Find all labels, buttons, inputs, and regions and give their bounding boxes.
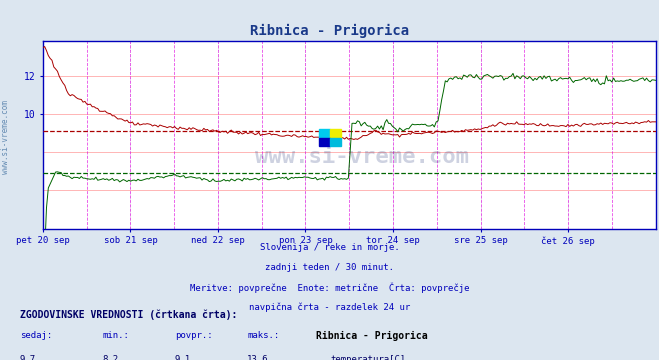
- Text: Slovenija / reke in morje.: Slovenija / reke in morje.: [260, 243, 399, 252]
- Bar: [330, 138, 341, 147]
- Text: 13,6: 13,6: [247, 355, 269, 360]
- Text: navpična črta - razdelek 24 ur: navpična črta - razdelek 24 ur: [249, 302, 410, 312]
- Text: povpr.:: povpr.:: [175, 331, 212, 340]
- Text: sedaj:: sedaj:: [20, 331, 52, 340]
- Text: Meritve: povprečne  Enote: metrične  Črta: povprečje: Meritve: povprečne Enote: metrične Črta:…: [190, 283, 469, 293]
- Text: temperatura[C]: temperatura[C]: [331, 355, 406, 360]
- Text: min.:: min.:: [102, 331, 129, 340]
- Bar: [330, 129, 341, 138]
- Text: Ribnica - Prigorica: Ribnica - Prigorica: [250, 23, 409, 37]
- Text: 8,2: 8,2: [102, 355, 118, 360]
- Text: maks.:: maks.:: [247, 331, 279, 340]
- Bar: [318, 138, 330, 147]
- Text: 9,1: 9,1: [175, 355, 190, 360]
- Bar: [318, 129, 330, 138]
- Text: www.si-vreme.com: www.si-vreme.com: [1, 100, 10, 174]
- Text: Ribnica - Prigorica: Ribnica - Prigorica: [316, 331, 428, 341]
- Text: 9,7: 9,7: [20, 355, 36, 360]
- Text: zadnji teden / 30 minut.: zadnji teden / 30 minut.: [265, 263, 394, 272]
- Text: www.si-vreme.com: www.si-vreme.com: [254, 148, 469, 167]
- Text: ZGODOVINSKE VREDNOSTI (črtkana črta):: ZGODOVINSKE VREDNOSTI (črtkana črta):: [20, 310, 237, 320]
